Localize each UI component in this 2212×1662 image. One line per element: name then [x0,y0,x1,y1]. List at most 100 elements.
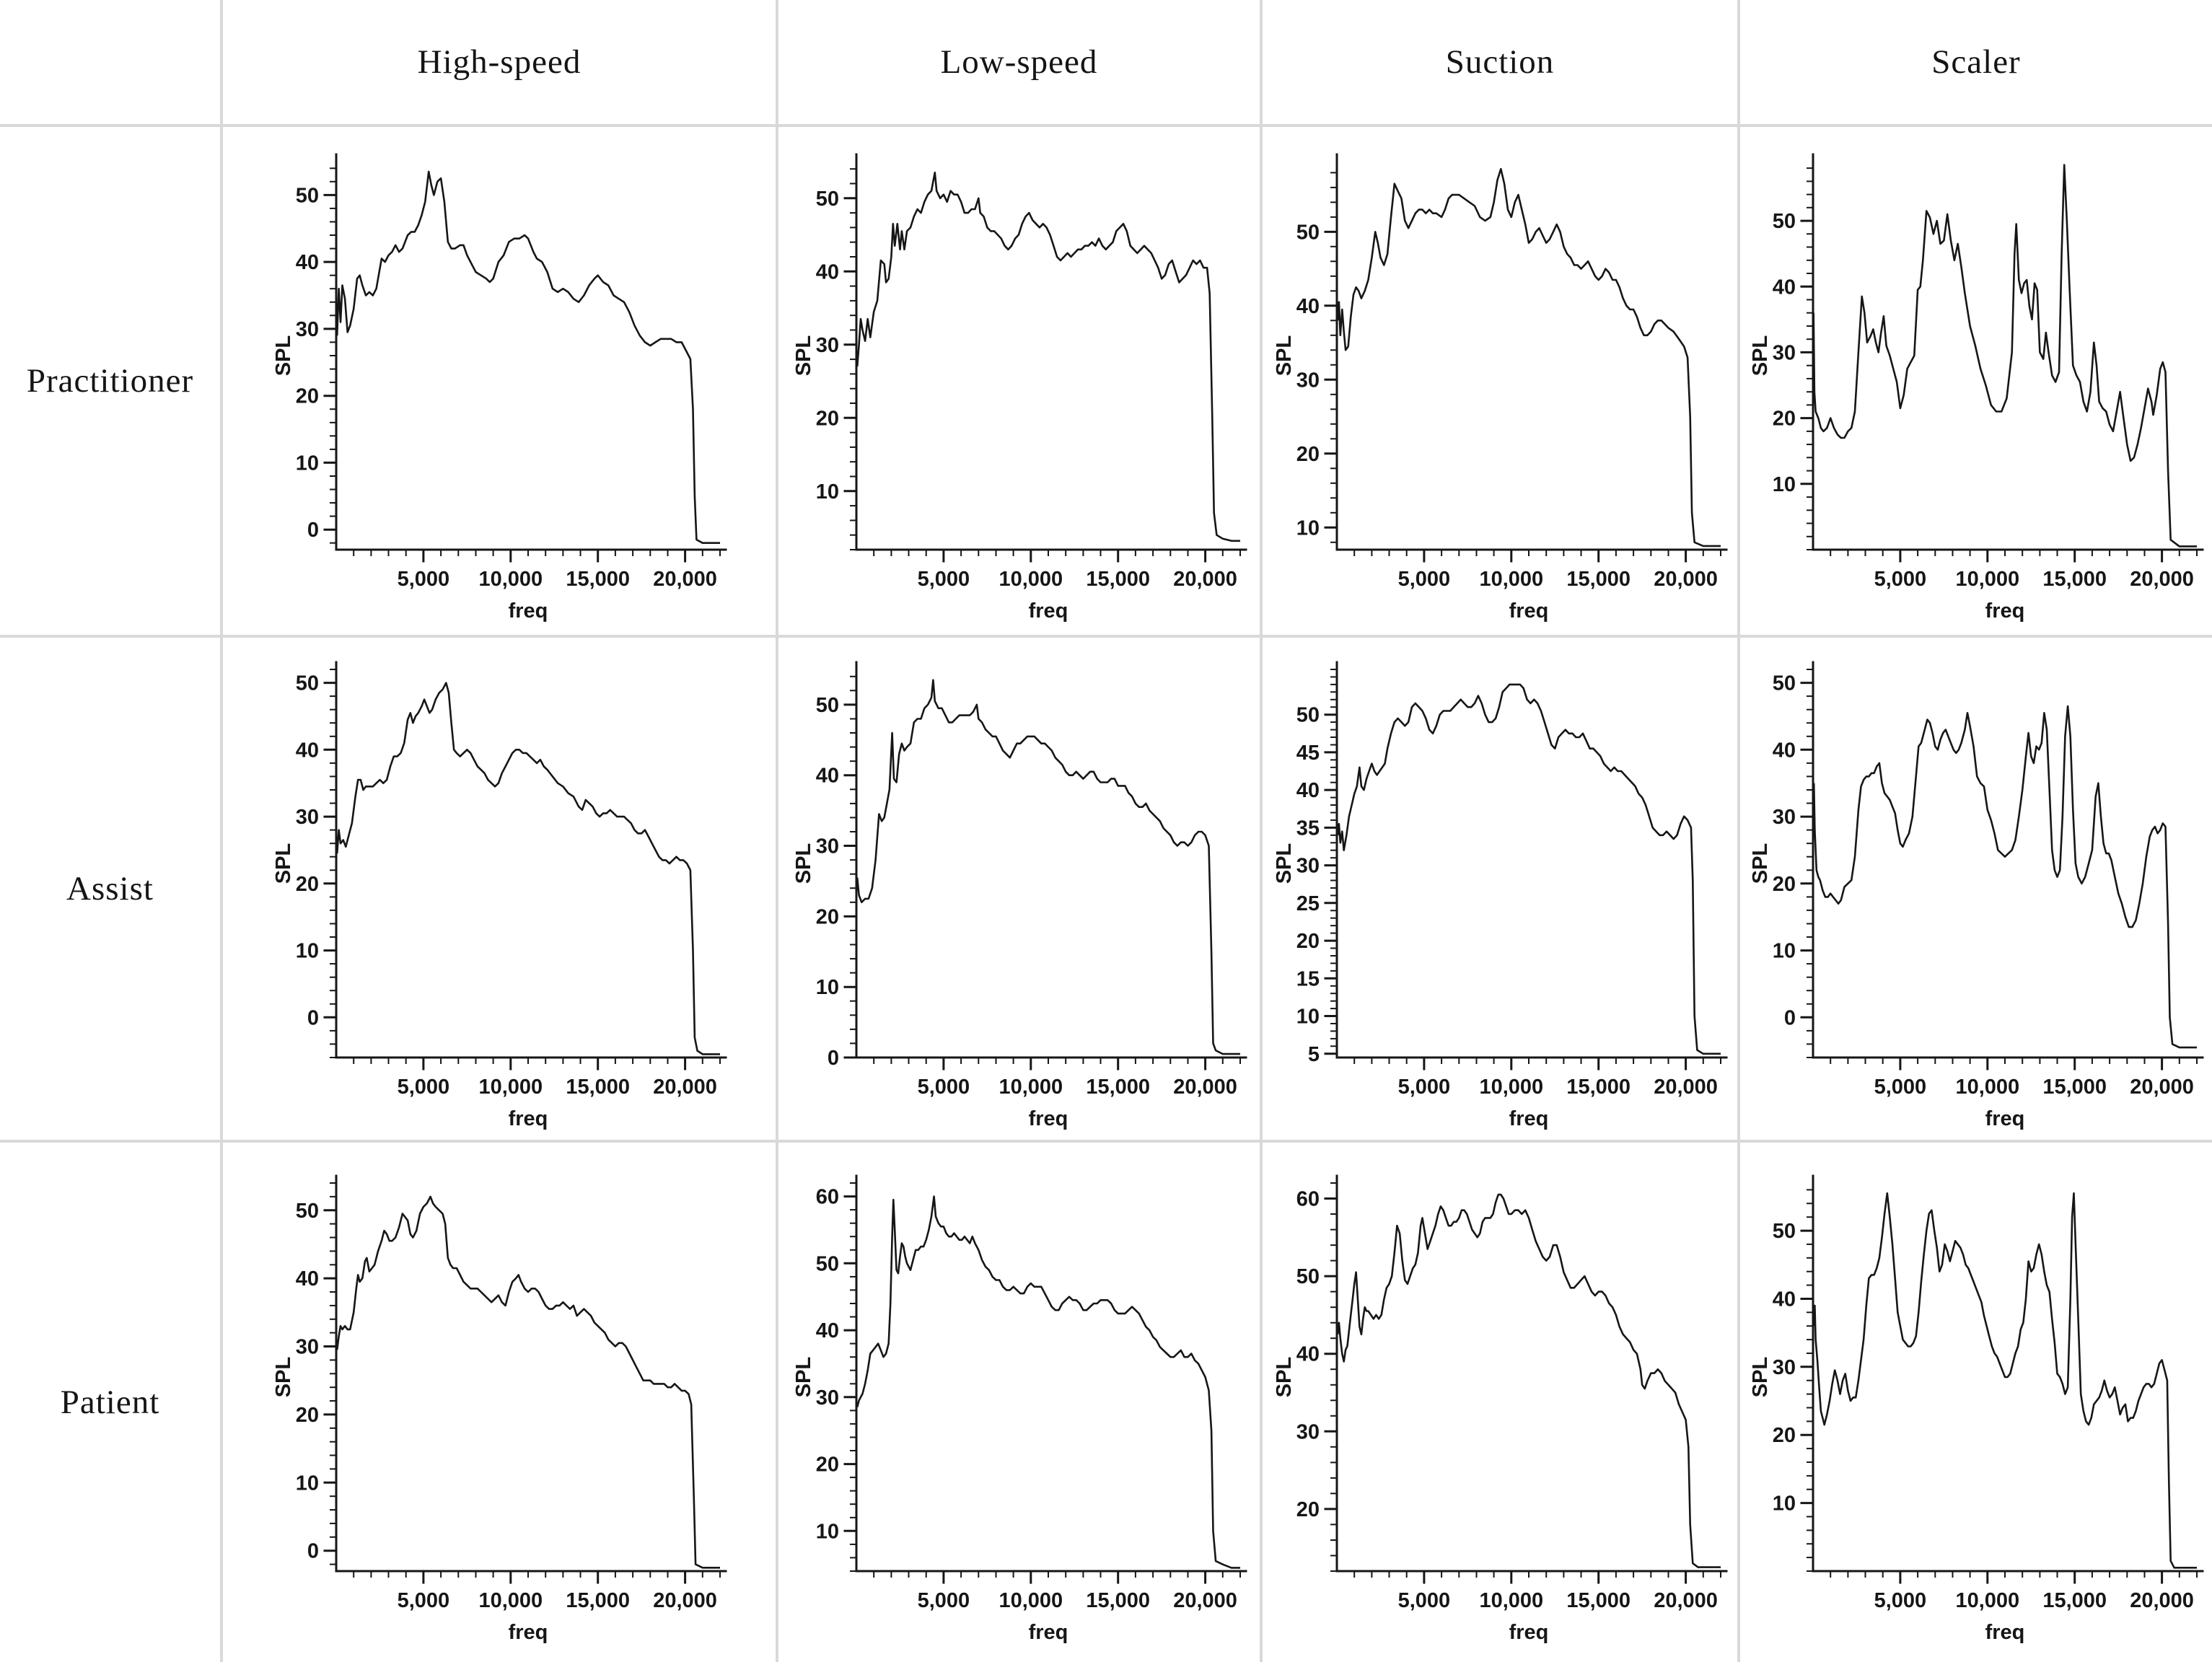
svg-text:20: 20 [815,1454,838,1477]
svg-text:SPL: SPL [272,843,295,884]
svg-text:SPL: SPL [1749,843,1772,884]
svg-text:15,000: 15,000 [566,1076,630,1099]
svg-text:15,000: 15,000 [2042,1076,2107,1099]
svg-text:40: 40 [1296,1343,1320,1366]
row-header-practitioner: Practitioner [0,124,220,635]
svg-text:20,000: 20,000 [1173,568,1237,591]
svg-text:20,000: 20,000 [2130,568,2194,591]
svg-text:freq: freq [1985,599,2025,623]
svg-text:10: 10 [815,480,838,504]
svg-text:30: 30 [296,318,319,341]
svg-text:SPL: SPL [1273,335,1296,376]
svg-text:15,000: 15,000 [1566,568,1631,591]
svg-text:50: 50 [1296,704,1320,727]
svg-text:0: 0 [307,1006,319,1029]
svg-text:15,000: 15,000 [2042,1589,2107,1612]
svg-text:freq: freq [1985,1107,2025,1130]
svg-text:10,000: 10,000 [999,1076,1063,1099]
svg-text:5,000: 5,000 [1398,568,1451,591]
svg-text:SPL: SPL [792,843,815,884]
svg-text:20,000: 20,000 [1654,1076,1718,1099]
svg-text:SPL: SPL [792,335,815,376]
row-header-patient: Patient [0,1140,220,1662]
svg-text:5,000: 5,000 [1874,1589,1927,1612]
svg-text:40: 40 [1296,779,1320,802]
svg-text:50: 50 [815,1252,838,1275]
column-header-label: Scaler [1931,43,2021,81]
svg-text:40: 40 [815,765,838,788]
row-header-label: Patient [60,1384,160,1421]
svg-text:10,000: 10,000 [1955,1589,2019,1612]
svg-text:30: 30 [815,1386,838,1410]
cell-practitioner-scaler: 10 20 30 40 50 5,000 10,000 15,000 20,000 freq SPL [1737,124,2212,635]
cell-assist-low-speed: 0 10 20 30 40 50 5,000 10,000 15,000 20,000 freq SP… [776,635,1260,1140]
svg-text:SPL: SPL [1749,335,1772,376]
svg-text:15,000: 15,000 [566,1589,630,1612]
svg-text:5,000: 5,000 [1398,1589,1451,1612]
svg-text:40: 40 [815,1319,838,1342]
svg-text:20: 20 [296,385,319,408]
svg-text:20,000: 20,000 [2130,1076,2194,1099]
svg-text:0: 0 [1784,1006,1796,1029]
svg-text:freq: freq [1509,1107,1549,1130]
svg-text:10: 10 [1773,473,1796,496]
svg-text:50: 50 [815,188,838,211]
svg-text:20: 20 [815,905,838,928]
svg-text:40: 40 [1773,276,1796,299]
svg-text:20: 20 [296,1404,319,1427]
svg-text:25: 25 [1296,892,1320,915]
svg-text:10: 10 [296,940,319,963]
column-header-scaler: Scaler [1737,0,2212,124]
svg-text:20: 20 [1296,1498,1320,1521]
svg-text:20: 20 [1773,408,1796,431]
svg-text:20,000: 20,000 [1173,1589,1237,1612]
svg-text:5,000: 5,000 [1874,568,1927,591]
svg-text:10,000: 10,000 [478,568,543,591]
column-header-high-speed: High-speed [220,0,776,124]
svg-text:15: 15 [1296,967,1320,990]
cell-patient-scaler: 10 20 30 40 50 5,000 10,000 15,000 20,000 freq SPL [1737,1140,2212,1662]
svg-text:10: 10 [296,1472,319,1495]
svg-text:20,000: 20,000 [2130,1589,2194,1612]
svg-text:50: 50 [296,672,319,695]
chart-assist-suction: 5 10 15 20 25 30 35 40 45 50 5,000 10,000 15,000 20,0… [1273,661,1728,1130]
svg-text:15,000: 15,000 [1566,1589,1631,1612]
svg-text:20,000: 20,000 [653,568,717,591]
chart-practitioner-suction: 10 20 30 40 50 5,000 10,000 15,000 20,000 freq SPL [1273,153,1728,623]
svg-text:SPL: SPL [272,1357,295,1397]
svg-text:10,000: 10,000 [1479,568,1543,591]
svg-text:5,000: 5,000 [917,1076,970,1099]
svg-text:SPL: SPL [1749,1357,1772,1397]
svg-text:30: 30 [815,334,838,357]
chart-practitioner-low-speed: 10 20 30 40 50 5,000 10,000 15,000 20,000 freq SPL [792,153,1247,623]
svg-text:40: 40 [296,1267,319,1291]
chart-assist-high-speed: 0 10 20 30 40 50 5,000 10,000 15,000 20,000 freq SP… [272,661,727,1130]
svg-text:50: 50 [296,1200,319,1223]
svg-text:30: 30 [1773,806,1796,829]
svg-text:5,000: 5,000 [398,568,450,591]
svg-text:40: 40 [296,739,319,762]
svg-text:15,000: 15,000 [1086,568,1150,591]
svg-text:20,000: 20,000 [1654,568,1718,591]
svg-text:freq: freq [509,1107,548,1130]
svg-text:freq: freq [509,1621,548,1644]
svg-text:10,000: 10,000 [478,1589,543,1612]
svg-text:20,000: 20,000 [1173,1076,1237,1099]
column-header-low-speed: Low-speed [776,0,1260,124]
cell-patient-high-speed: 0 10 20 30 40 50 5,000 10,000 15,000 20,000 freq SP… [220,1140,776,1662]
svg-text:10,000: 10,000 [999,1589,1063,1612]
cell-assist-suction: 5 10 15 20 25 30 35 40 45 50 5,000 10,000 15,000 20,0… [1260,635,1737,1140]
cell-patient-low-speed: 10 20 30 40 50 60 5,000 10,000 15,000 20,000 freq S… [776,1140,1260,1662]
svg-text:40: 40 [296,251,319,274]
svg-text:SPL: SPL [1273,843,1296,884]
corner-cell [0,0,220,124]
chart-practitioner-high-speed: 0 10 20 30 40 50 5,000 10,000 15,000 20,000 freq SP… [272,153,727,623]
svg-text:SPL: SPL [1273,1357,1296,1397]
chart-assist-scaler: 0 10 20 30 40 50 5,000 10,000 15,000 20,000 freq SP… [1749,661,2204,1130]
svg-text:freq: freq [1985,1621,2025,1644]
svg-text:5,000: 5,000 [1874,1076,1927,1099]
svg-text:freq: freq [1028,1107,1068,1130]
svg-text:60: 60 [815,1186,838,1209]
svg-text:50: 50 [1296,1265,1320,1288]
